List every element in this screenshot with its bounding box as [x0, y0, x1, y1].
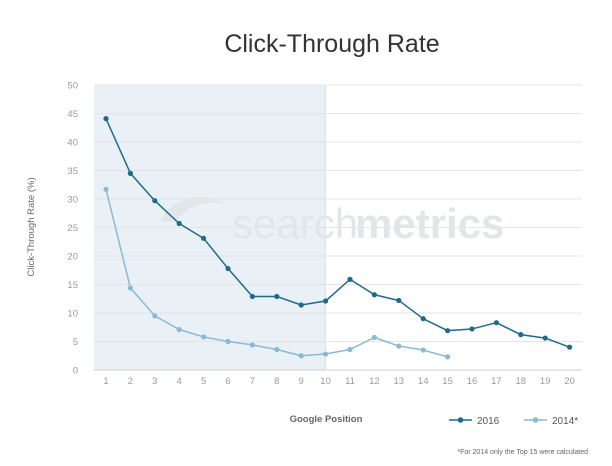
x-tick-label: 2: [128, 376, 133, 387]
data-point-2016: [493, 320, 499, 326]
data-point-2016: [469, 326, 475, 332]
y-tick-label: 15: [67, 280, 78, 291]
data-point-2016: [274, 293, 280, 300]
data-point-2016: [323, 298, 329, 304]
y-tick-label: 20: [67, 252, 78, 263]
x-tick-label: 15: [442, 376, 453, 387]
data-point-2016: [420, 316, 426, 322]
series-2014: [103, 186, 451, 360]
watermark-swoosh-icon: [160, 196, 226, 222]
x-tick-label: 19: [540, 376, 551, 387]
y-axis-label: Click-Through Rate (%): [26, 177, 37, 276]
data-point-2014: [249, 342, 255, 348]
x-tick-label: 1: [103, 376, 108, 387]
data-point-2014: [298, 353, 304, 359]
series-line-2016: [105, 118, 570, 348]
data-point-2016: [201, 235, 207, 241]
y-tick-label: 0: [73, 366, 78, 377]
y-tick-label: 25: [67, 223, 78, 234]
x-tick-label: 18: [516, 376, 527, 387]
y-tick-label: 5: [73, 337, 78, 348]
x-tick-label: 11: [345, 376, 355, 387]
data-point-2014: [127, 285, 133, 291]
data-point-2014: [445, 354, 451, 360]
x-tick-label: 20: [564, 376, 575, 387]
grid-lines: [94, 84, 582, 371]
data-point-2014: [274, 346, 280, 353]
data-point-2016: [152, 198, 158, 204]
searchmetrics-watermark: search metrics: [160, 196, 504, 247]
legend-item-2014: 2014*: [524, 416, 578, 427]
x-tick-label: 3: [152, 376, 157, 387]
legend-label-2016: 2016: [477, 416, 500, 427]
data-point-2016: [347, 276, 353, 282]
data-point-2014: [371, 334, 377, 341]
legend: 2016 2014*: [449, 416, 578, 427]
x-tick-label: 17: [491, 376, 502, 387]
data-point-2016: [567, 344, 573, 350]
x-tick-label: 6: [225, 376, 230, 387]
chart-title: Click-Through Rate: [224, 30, 439, 58]
data-point-2014: [420, 347, 426, 353]
x-tick-label: 9: [299, 376, 304, 387]
data-point-2016: [542, 335, 548, 341]
x-tick-label: 4: [177, 376, 182, 387]
data-point-2016: [298, 302, 304, 308]
data-point-2014: [323, 351, 329, 357]
x-tick-labels: 1 2 3 4 5 6 7 8 9 10 11 12 13 14 15 16 17 18 19 20: [103, 376, 575, 387]
data-point-2016: [371, 292, 377, 298]
y-tick-label: 35: [67, 166, 78, 177]
y-tick-label: 30: [67, 195, 78, 206]
x-tick-label: 16: [467, 376, 478, 387]
data-point-2016: [176, 220, 182, 227]
data-point-2014: [103, 186, 109, 192]
watermark-search-text: search: [232, 200, 358, 247]
data-point-2016: [225, 265, 231, 272]
y-tick-labels: 0 5 10 15 20 25 30 35 40 45 50: [67, 81, 78, 377]
x-tick-label: 13: [394, 376, 405, 387]
y-tick-label: 45: [67, 109, 78, 120]
data-point-2014: [176, 326, 182, 333]
data-point-2016: [249, 293, 255, 300]
x-tick-label: 10: [320, 376, 331, 387]
x-axis-label: Google Position: [290, 414, 363, 425]
legend-label-2014: 2014*: [552, 416, 578, 427]
data-point-2016: [445, 328, 451, 334]
x-tick-label: 14: [418, 376, 429, 387]
data-point-2014: [396, 343, 402, 349]
series-2016: [103, 116, 573, 350]
data-point-2014: [152, 313, 158, 319]
watermark-metrics-text: metrics: [355, 200, 504, 247]
data-point-2014: [201, 334, 207, 340]
x-tick-label: 12: [369, 376, 380, 387]
footnote: *For 2014 only the Top 15 were calculate…: [457, 449, 588, 456]
data-point-2014: [225, 338, 231, 345]
data-point-2016: [396, 297, 402, 304]
y-tick-label: 40: [67, 138, 78, 149]
x-tick-label: 8: [274, 376, 279, 387]
data-point-2016: [518, 332, 524, 338]
y-tick-label: 10: [67, 309, 78, 320]
legend-item-2016: 2016: [449, 416, 500, 427]
y-tick-label: 50: [67, 81, 78, 92]
data-point-2016: [103, 116, 109, 122]
x-tick-label: 7: [250, 376, 255, 387]
data-point-2014: [347, 346, 353, 353]
x-tick-label: 5: [201, 376, 206, 387]
data-point-2016: [127, 170, 133, 176]
series-layer: [103, 116, 573, 360]
